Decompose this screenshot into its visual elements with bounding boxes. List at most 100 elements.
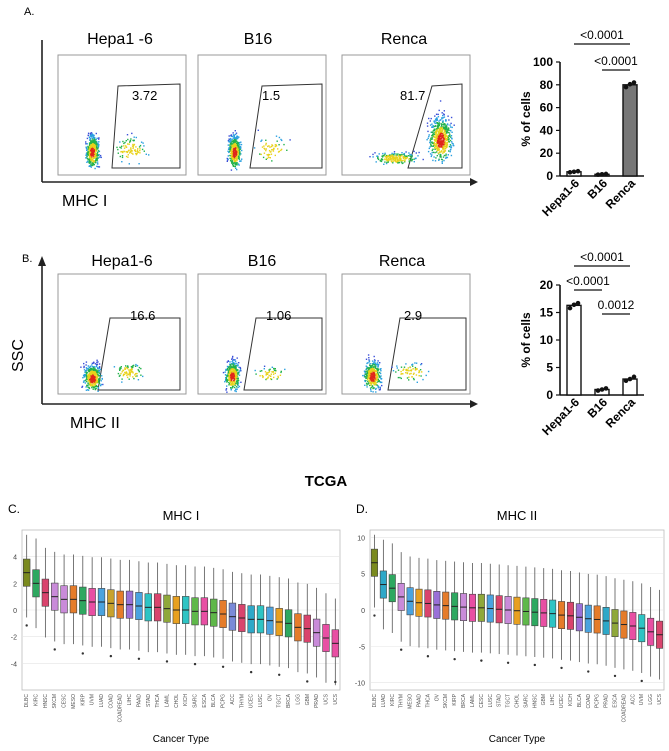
x-tick-label: BRCA bbox=[286, 693, 292, 708]
flow-dot-cloud bbox=[426, 100, 455, 164]
flow-gate bbox=[387, 317, 467, 391]
flow-dot-cloud bbox=[85, 132, 102, 170]
x-tick-label: THCA bbox=[425, 693, 431, 707]
data-point bbox=[631, 374, 637, 380]
data-point bbox=[599, 171, 605, 177]
x-tick-label: UCS bbox=[323, 693, 329, 704]
data-point bbox=[603, 171, 609, 177]
outlier bbox=[25, 624, 28, 627]
y-tick-label: 2 bbox=[13, 581, 17, 588]
flow-dot-cloud bbox=[116, 132, 150, 165]
x-tick-label: UCEC bbox=[249, 694, 255, 709]
outlier bbox=[560, 666, 563, 670]
flow-gate-value: 1.06 bbox=[266, 308, 291, 323]
x-tick-label: KIRC bbox=[390, 694, 396, 706]
flow-dot-cloud bbox=[253, 129, 291, 162]
data-point bbox=[595, 172, 601, 177]
y-tick-label: 20 bbox=[540, 278, 554, 292]
flow-row1-xlabel: MHC I bbox=[62, 193, 107, 210]
x-tick-label: THYM bbox=[399, 694, 405, 708]
flow-gate bbox=[111, 83, 181, 169]
x-tick-label: LGG bbox=[295, 694, 301, 705]
outlier bbox=[399, 648, 403, 651]
y-axis-label: % of cells bbox=[519, 312, 533, 368]
x-tick-label: KIRP bbox=[80, 693, 86, 705]
x-tick-label: LIHC bbox=[550, 694, 556, 706]
flow-plot-frame bbox=[57, 54, 187, 176]
flow-dot-layer bbox=[80, 100, 455, 393]
outlier bbox=[137, 657, 141, 660]
flow-dot-cloud bbox=[80, 359, 104, 392]
x-tick-label: UCS bbox=[333, 693, 339, 704]
x-tick-label: STAD bbox=[497, 694, 503, 707]
y-tick-label: 100 bbox=[533, 55, 553, 69]
y-axis-label: % of cells bbox=[519, 91, 533, 147]
x-tick-label: UCEC bbox=[559, 694, 565, 709]
x-tick-label: GBM bbox=[305, 694, 311, 705]
y-tick-label: 5 bbox=[546, 361, 553, 375]
x-tick-label: GBM bbox=[541, 694, 547, 705]
data-point bbox=[567, 305, 573, 311]
panel-label-d: D. bbox=[356, 502, 368, 516]
x-tick-label: THYM bbox=[239, 694, 245, 708]
x-tick-label: MESO bbox=[408, 694, 414, 709]
flow-plot-title: Hepa1-6 bbox=[91, 253, 152, 270]
data-point bbox=[575, 168, 581, 174]
data-point bbox=[603, 386, 609, 391]
bar bbox=[566, 304, 582, 396]
x-tick-label: CESC bbox=[479, 694, 485, 708]
x-tick-label: ESCA bbox=[613, 693, 619, 707]
x-tick-label: UVM bbox=[639, 694, 645, 705]
x-tick-label: LAML bbox=[470, 694, 476, 707]
significance-label: 0.0012 bbox=[598, 298, 635, 312]
flow-dot-cloud bbox=[391, 362, 430, 383]
x-tick-label: PCPG bbox=[595, 694, 601, 708]
flow-plot-mhc2-b16: B16 1.06 bbox=[197, 253, 327, 395]
y-tick-label: 0 bbox=[361, 608, 365, 615]
y-tick-label: 15 bbox=[540, 306, 554, 320]
x-tick-label: SARC bbox=[193, 694, 199, 708]
flow-plot-mhc1-b16: B16 1.5 bbox=[197, 31, 327, 176]
chart-title: MHC I bbox=[163, 508, 200, 523]
flow-plot-title: Hepa1 -6 bbox=[87, 31, 153, 48]
x-tick-label: KIRC bbox=[34, 694, 40, 706]
x-tick-label: COADREAD bbox=[118, 694, 124, 723]
x-tick-label: BLCA bbox=[577, 693, 583, 707]
outlier bbox=[306, 680, 309, 683]
data-point bbox=[575, 300, 581, 306]
data-point bbox=[623, 84, 629, 90]
bar bbox=[622, 84, 638, 177]
x-tick-label: UVM bbox=[90, 694, 96, 705]
x-tick-label: SARC bbox=[523, 694, 529, 708]
flow-gate bbox=[243, 317, 323, 391]
flow-dot-cloud bbox=[226, 130, 243, 171]
flow-plot-mhc1-hepa: Hepa1 -6 3.72 bbox=[57, 31, 187, 176]
x-tick-label: UCS bbox=[657, 693, 663, 704]
panel-label-b: B. bbox=[22, 253, 32, 265]
flow-plot-mhc2-hepa: Hepa1-6 16.6 bbox=[57, 253, 187, 395]
x-tick-label: LAML bbox=[164, 694, 170, 707]
flow-row2-ylabel: SSC bbox=[10, 339, 27, 372]
data-point bbox=[599, 387, 605, 392]
y-tick-label: 10 bbox=[540, 333, 554, 347]
outlier bbox=[426, 655, 430, 658]
outlier bbox=[334, 680, 337, 684]
flow-gate-value: 81.7 bbox=[400, 88, 425, 103]
y-tick-label: 5 bbox=[361, 572, 365, 579]
flow-row1-x-arrow bbox=[470, 178, 478, 186]
flow-plot-mhc1-renca: Renca 81.7 bbox=[341, 31, 471, 176]
data-point bbox=[571, 302, 577, 308]
y-tick-label: -10 bbox=[355, 681, 365, 688]
panel-label-a: A. bbox=[24, 6, 34, 18]
data-point bbox=[571, 169, 577, 175]
outlier bbox=[506, 661, 510, 664]
y-tick-label: 40 bbox=[540, 123, 554, 137]
flow-plot-frame bbox=[341, 273, 471, 395]
outlier bbox=[109, 654, 113, 658]
x-tick-label: COAD bbox=[108, 694, 114, 709]
x-tick-label: KICH bbox=[183, 694, 189, 706]
flow-plot-title: B16 bbox=[244, 31, 273, 48]
outlier bbox=[533, 663, 537, 667]
